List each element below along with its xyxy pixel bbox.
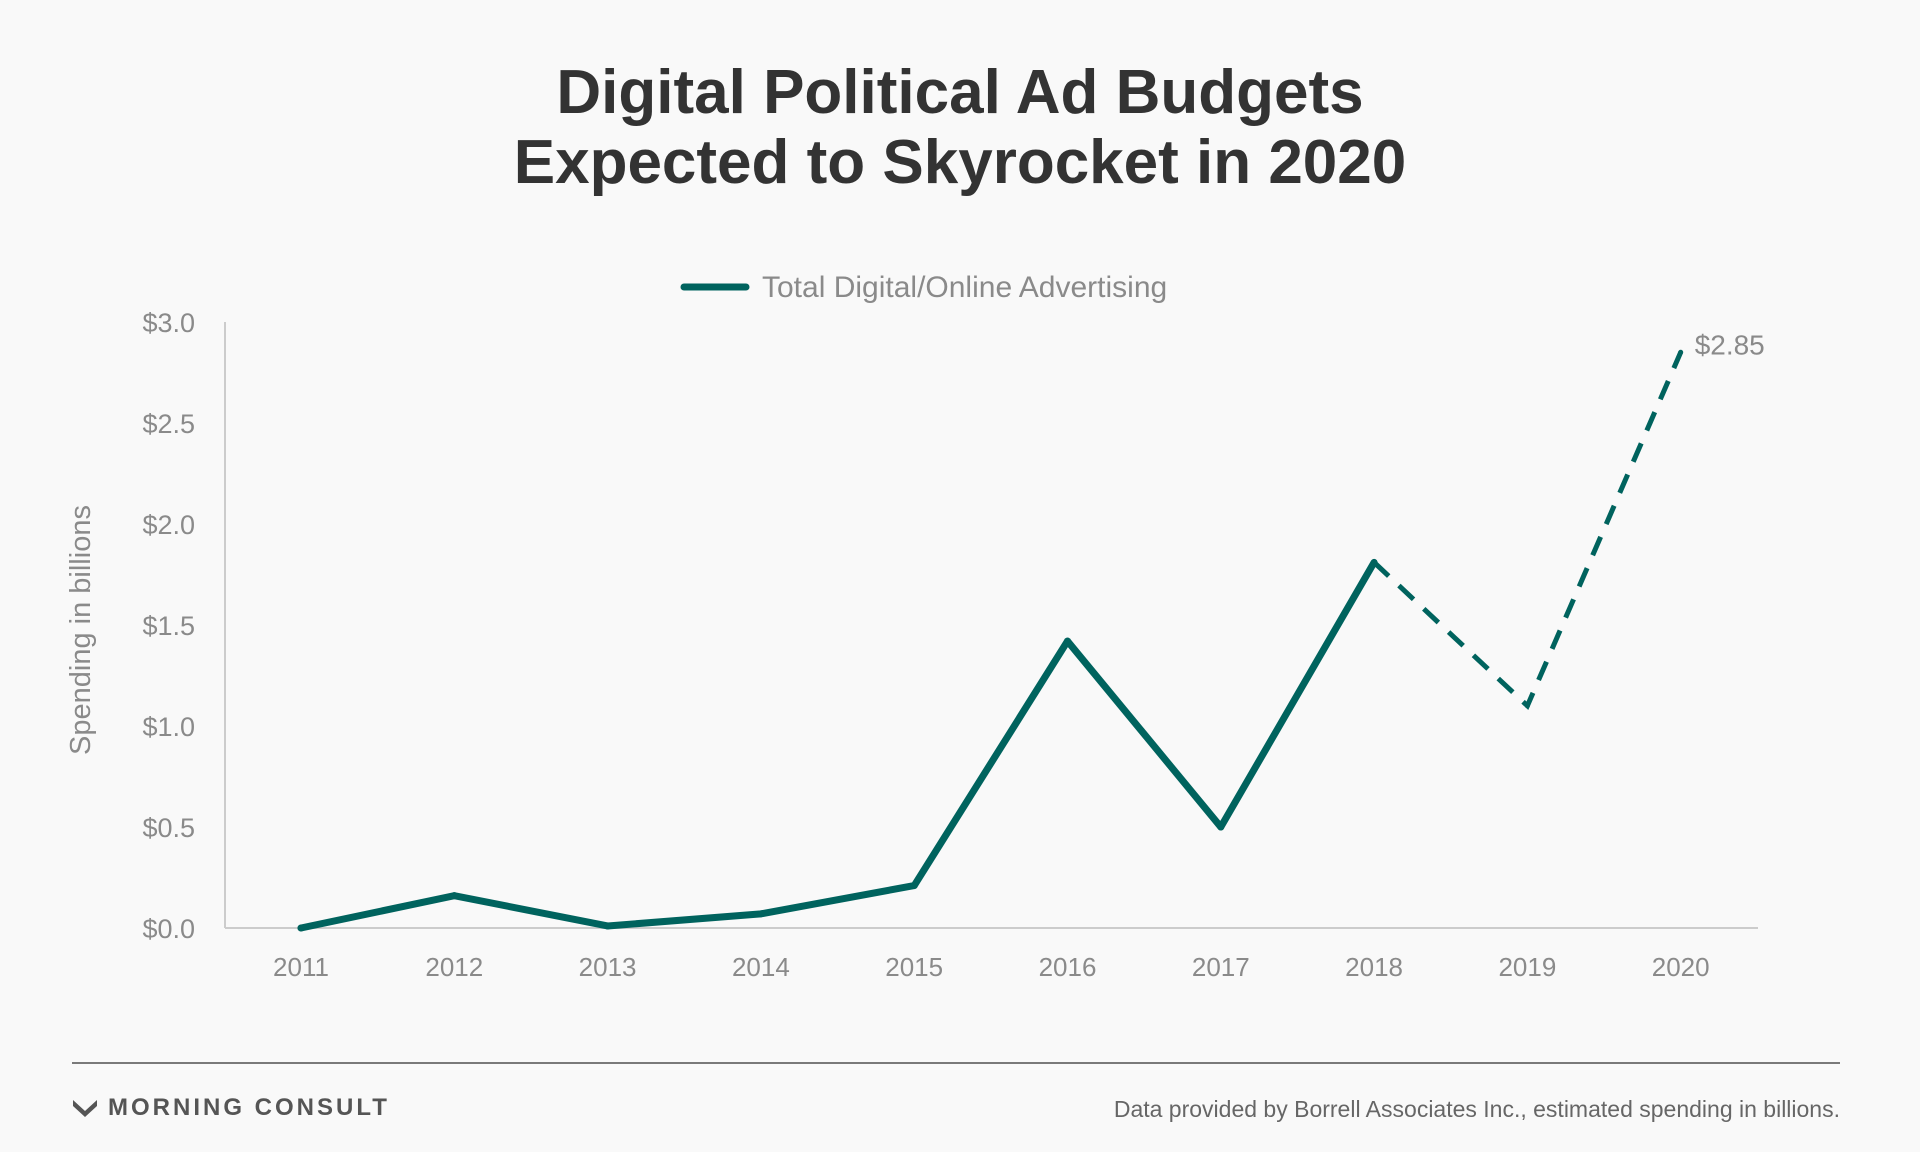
y-tick-label: $1.5 [142,611,195,641]
series-lines [297,349,1684,932]
data-point [1678,349,1684,355]
annotation-label: $2.85 [1695,329,1765,360]
x-tick-label: 2016 [1039,952,1097,982]
data-point [450,892,458,900]
y-tick-label: $3.0 [142,308,195,338]
x-tick-label: 2020 [1652,952,1710,982]
source-note: Data provided by Borrell Associates Inc.… [1113,1096,1840,1122]
x-tick-labels: 2011 2012 2013 2014 2015 2016 2017 2018 2019 2020 [273,952,1710,982]
legend: Total Digital/Online Advertising [680,271,1167,304]
data-point [297,924,305,932]
x-tick-label: 2019 [1498,952,1556,982]
brand-name: MORNING CONSULT [108,1094,390,1121]
morning-consult-m-icon [73,1100,97,1117]
y-tick-label: $1.0 [142,712,195,742]
x-tick-label: 2015 [885,952,943,982]
data-point [1064,637,1071,645]
data-point [1524,703,1530,709]
chart-title-line-1: Digital Political Ad Budgets [556,58,1364,127]
y-tick-label: $2.0 [142,510,195,540]
series-line-actual [297,558,1378,932]
y-tick-labels: $0.0 $0.5 $1.0 $1.5 $2.0 $2.5 $3.0 [142,308,195,944]
y-tick-label: $2.5 [142,409,195,439]
x-tick-label: 2018 [1345,952,1403,982]
y-tick-label: $0.5 [142,813,195,843]
data-point [604,922,612,930]
legend-label: Total Digital/Online Advertising [762,271,1167,304]
x-tick-label: 2013 [579,952,637,982]
data-point [1217,823,1225,831]
x-tick-label: 2014 [732,952,790,982]
data-point [910,882,918,890]
x-tick-label: 2017 [1192,952,1250,982]
chart-title-line-2: Expected to Skyrocket in 2020 [513,128,1407,197]
brand-logo: MORNING CONSULT [72,1094,390,1122]
footer-divider [72,1062,1840,1064]
x-tick-label: 2011 [273,952,329,982]
x-tick-label: 2012 [425,952,483,982]
data-point [757,910,765,918]
chart-title: Digital Political Ad Budgets Expected to… [0,58,1920,198]
data-point [1371,559,1377,565]
y-axis-title: Spending in billions [65,505,97,755]
y-tick-label: $0.0 [142,914,195,944]
series-line-projected [1372,351,1683,711]
